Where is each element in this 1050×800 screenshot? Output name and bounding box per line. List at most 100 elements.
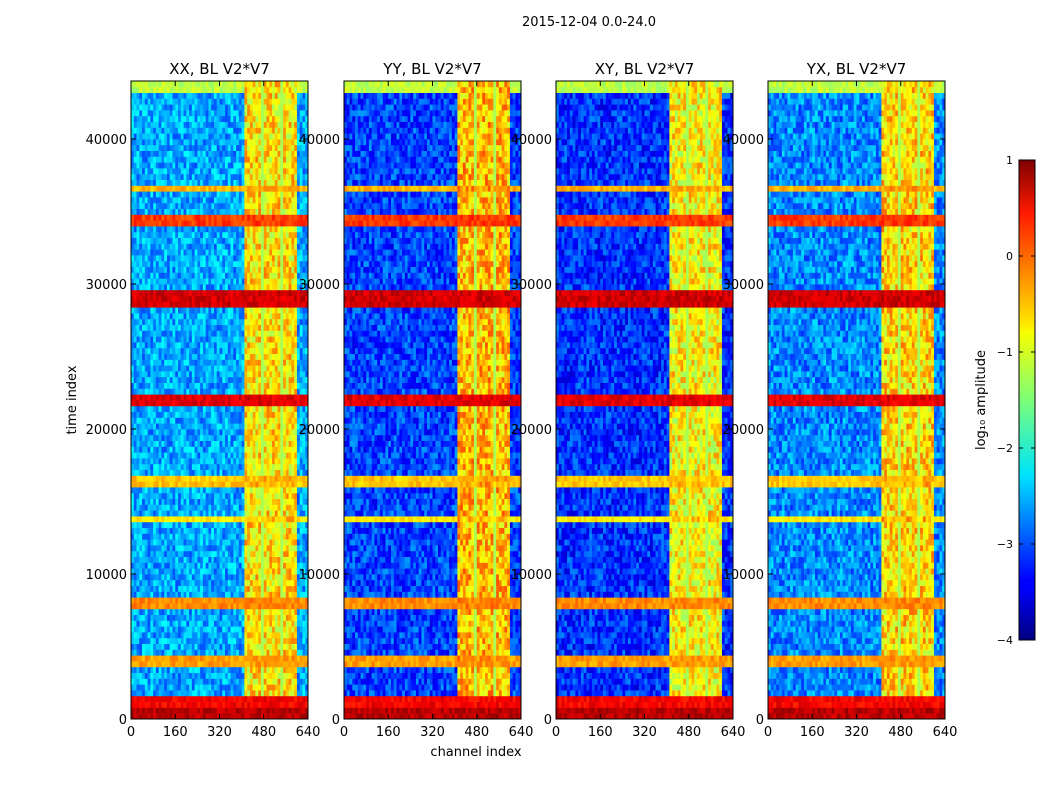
heatmap-cell: [231, 644, 234, 650]
heatmap-cell: [189, 638, 192, 644]
heatmap-cell: [197, 632, 200, 638]
heatmap-cell: [228, 661, 231, 667]
heatmap-cell: [244, 713, 247, 719]
heatmap-cell: [214, 707, 217, 713]
heatmap-cell: [170, 644, 173, 650]
heatmap-cell: [172, 702, 175, 708]
heatmap-cell: [200, 644, 203, 650]
heatmap-cell: [280, 678, 283, 684]
heatmap-cell: [294, 707, 297, 713]
heatmap-cell: [247, 626, 250, 632]
heatmap-cell: [253, 620, 256, 626]
heatmap-cell: [222, 649, 225, 655]
heatmap-cell: [189, 702, 192, 708]
heatmap-cell: [233, 655, 236, 661]
heatmap-cell: [278, 673, 281, 679]
heatmap-cell: [217, 684, 220, 690]
heatmap-cell: [214, 655, 217, 661]
heatmap-cell: [195, 620, 198, 626]
heatmap-cell: [172, 638, 175, 644]
heatmap-cell: [137, 632, 140, 638]
heatmap-cell: [195, 655, 198, 661]
heatmap-cell: [148, 638, 151, 644]
heatmap-cell: [239, 684, 242, 690]
heatmap-cell: [261, 649, 264, 655]
heatmap-cell: [283, 702, 286, 708]
heatmap-cell: [255, 649, 258, 655]
heatmap-cell: [159, 713, 162, 719]
heatmap-cell: [280, 638, 283, 644]
heatmap-cell: [272, 713, 275, 719]
heatmap-cell: [242, 620, 245, 626]
heatmap-cell: [161, 702, 164, 708]
heatmap-cell: [255, 620, 258, 626]
heatmap-cell: [220, 661, 223, 667]
heatmap-cell: [150, 673, 153, 679]
heatmap-cell: [148, 649, 151, 655]
heatmap-cell: [195, 713, 198, 719]
heatmap-cell: [267, 632, 270, 638]
heatmap-cell: [261, 696, 264, 702]
heatmap-cell: [247, 702, 250, 708]
heatmap-cell: [200, 655, 203, 661]
heatmap-cell: [220, 707, 223, 713]
heatmap-cell: [228, 684, 231, 690]
heatmap-cell: [181, 690, 184, 696]
heatmap-cell: [233, 713, 236, 719]
heatmap-cell: [231, 673, 234, 679]
heatmap-cell: [145, 713, 148, 719]
heatmap-cell: [139, 615, 142, 621]
heatmap-cell: [258, 667, 261, 673]
heatmap-cell: [203, 684, 206, 690]
heatmap-cell: [217, 667, 220, 673]
heatmap-cell: [272, 678, 275, 684]
heatmap-cell: [148, 696, 151, 702]
heatmap-cell: [275, 638, 278, 644]
heatmap-cell: [181, 655, 184, 661]
heatmap-cell: [170, 620, 173, 626]
heatmap-cell: [258, 684, 261, 690]
heatmap-cell: [186, 673, 189, 679]
heatmap-cell: [192, 673, 195, 679]
heatmap-cell: [156, 667, 159, 673]
heatmap-cell: [264, 649, 267, 655]
heatmap-cell: [172, 655, 175, 661]
heatmap-cell: [233, 661, 236, 667]
heatmap-cell: [137, 713, 140, 719]
heatmap-cell: [250, 684, 253, 690]
heatmap-cell: [239, 702, 242, 708]
heatmap-cell: [267, 649, 270, 655]
heatmap-cell: [181, 632, 184, 638]
heatmap-cell: [250, 649, 253, 655]
heatmap-cell: [164, 707, 167, 713]
heatmap-cell: [161, 638, 164, 644]
heatmap-cell: [200, 626, 203, 632]
heatmap-cell: [192, 655, 195, 661]
heatmap-cell: [264, 702, 267, 708]
heatmap-cell: [228, 696, 231, 702]
heatmap-cell: [280, 684, 283, 690]
heatmap-cell: [211, 649, 214, 655]
heatmap-cell: [247, 673, 250, 679]
heatmap-cell: [181, 702, 184, 708]
heatmap-cell: [264, 684, 267, 690]
heatmap-cell: [150, 713, 153, 719]
heatmap-cell: [139, 661, 142, 667]
heatmap-cell: [244, 655, 247, 661]
heatmap-cell: [142, 713, 145, 719]
heatmap-cell: [211, 667, 214, 673]
heatmap-cell: [153, 632, 156, 638]
heatmap-cell: [208, 632, 211, 638]
heatmap-cell: [145, 620, 148, 626]
heatmap-cell: [255, 690, 258, 696]
heatmap-cell: [153, 667, 156, 673]
heatmap-cell: [225, 620, 228, 626]
heatmap-cell: [225, 713, 228, 719]
heatmap-cell: [291, 655, 294, 661]
heatmap-cell: [236, 684, 239, 690]
heatmap-cell: [170, 673, 173, 679]
heatmap-cell: [181, 649, 184, 655]
heatmap-cell: [222, 690, 225, 696]
heatmap-cell: [278, 655, 281, 661]
heatmap-cell: [197, 649, 200, 655]
